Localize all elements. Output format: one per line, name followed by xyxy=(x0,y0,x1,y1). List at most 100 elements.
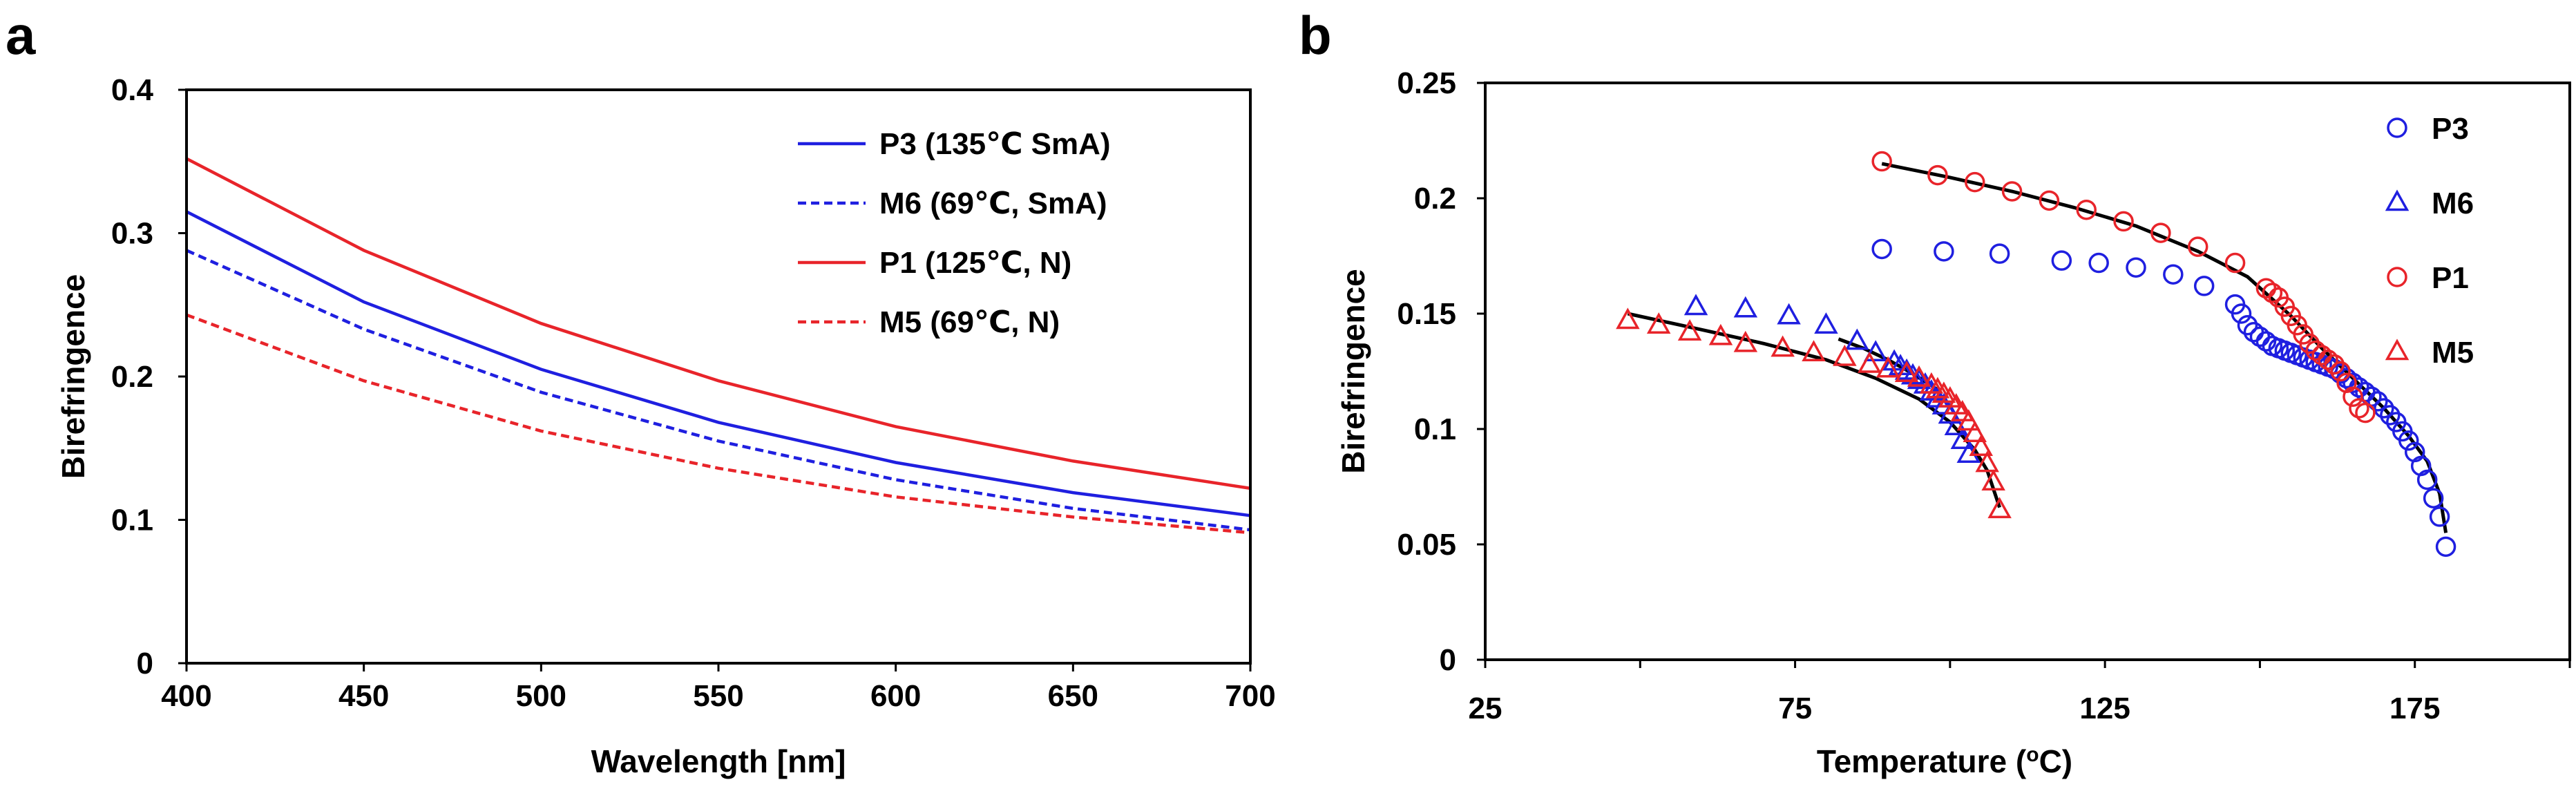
panel-b-chart: 25 75 125 175 0 0.05 0.1 0.15 0.2 0.25 P3 M6 P1 M5 T… xyxy=(1335,66,2571,780)
panel-b-point-p3-33 xyxy=(2380,405,2401,426)
panel-b-point-m6-2 xyxy=(1777,303,1801,325)
panel-b-point-p1-1 xyxy=(1927,164,1948,186)
panel-a-series-line-0 xyxy=(185,210,1251,517)
panel-b-x-tick-label-1: 75 xyxy=(1778,692,1812,725)
panel-b-point-m5-23 xyxy=(1987,497,2012,519)
panel-a-chart: 400 450 500 550 600 650 700 0 0.1 0.2 0.3 0.4 P3 (1… xyxy=(55,73,1276,779)
panel-b-x-tick-label-0: 25 xyxy=(1469,692,1502,725)
panel-b-point-m5-0 xyxy=(1616,307,1640,330)
panel-b-point-m5-1 xyxy=(1646,312,1671,334)
panel-a-x-tick-label-0: 400 xyxy=(161,679,211,713)
panel-a-y-tick-label-1: 0.1 xyxy=(111,504,153,537)
panel-a-series-line-1 xyxy=(186,249,1251,532)
panel-b-point-p1-24 xyxy=(2343,386,2363,407)
panel-b-point-p1-5 xyxy=(2076,199,2097,220)
panel-a-y-tick-label-3: 0.3 xyxy=(111,217,153,251)
panel-b-point-p3-10 xyxy=(2237,314,2258,336)
panel-b-point-p3-42 xyxy=(2435,536,2456,557)
panel-a-legend-label-0: P3 (135℃ SmA) xyxy=(879,127,1111,161)
panel-b-x-axis-title-end: C) xyxy=(2039,743,2073,779)
panel-b-point-p1-17 xyxy=(2299,333,2320,354)
panel-a-y-tick-label-4: 0.4 xyxy=(111,73,154,107)
panel-letter-a: a xyxy=(6,5,36,66)
panel-b-point-m5-5 xyxy=(1771,335,1795,357)
panel-b-x-axis-title: Temperature (oC) xyxy=(1817,743,2072,780)
panel-b-x-tick-label-3: 175 xyxy=(2389,692,2440,725)
panel-b-point-p1-0 xyxy=(1871,151,1892,172)
panel-b-y-tick-label-3: 0.15 xyxy=(1397,297,1456,331)
panel-b-legend-marker-0 xyxy=(2387,117,2407,138)
panel-a-legend-label-2: P1 (125℃, N) xyxy=(879,246,1071,280)
panel-b-point-p3-36 xyxy=(2398,430,2419,451)
panel-a-series-line-2 xyxy=(185,157,1251,490)
panel-a-series-line-3 xyxy=(186,313,1251,535)
panel-b-point-m5-21 xyxy=(1975,450,1999,473)
panel-a-y-axis-title: Birefringence xyxy=(55,274,91,479)
panel-a-ticks: 400 450 500 550 600 650 700 0 0.1 0.2 0.3 0.4 xyxy=(111,73,1276,713)
panel-b-point-p1-25 xyxy=(2349,398,2369,419)
panel-b-ticks: 25 75 125 175 0 0.05 0.1 0.15 0.2 0.25 xyxy=(1397,66,2571,725)
panel-b-point-p1-11 xyxy=(2262,283,2283,303)
panel-a-y-tick-label-2: 0.2 xyxy=(111,360,153,394)
panel-b-point-m5-19 xyxy=(1963,421,1987,442)
panel-b-legend-label-0: P3 xyxy=(2432,112,2469,146)
panel-b-point-p3-0 xyxy=(1871,238,1892,260)
panel-letter-b: b xyxy=(1299,5,1332,66)
panel-b-point-m5-11 xyxy=(1907,365,1931,387)
panel-b-point-p3-4 xyxy=(2088,252,2109,274)
panel-b-y-tick-label-2: 0.1 xyxy=(1414,412,1456,446)
panel-b-point-m5-2 xyxy=(1677,319,1702,341)
panel-b-point-p3-13 xyxy=(2255,331,2277,352)
panel-a-x-tick-label-5: 650 xyxy=(1048,679,1098,713)
panel-b-point-p1-22 xyxy=(2330,361,2351,382)
panel-b-point-p3-2 xyxy=(1989,243,2010,264)
panel-a-y-tick-label-0: 0 xyxy=(137,647,153,680)
panel-b-point-p1-9 xyxy=(2224,252,2246,274)
panel-b-y-tick-label-1: 0.05 xyxy=(1397,528,1456,562)
panel-b-point-m6-0 xyxy=(1683,294,1708,316)
panel-b-legend-label-3: M5 xyxy=(2432,336,2474,370)
panel-a-x-tick-label-6: 700 xyxy=(1225,679,1275,713)
panel-b-y-tick-label-0: 0 xyxy=(1440,643,1456,677)
panel-b-point-m5-8 xyxy=(1858,351,1882,373)
panel-b-point-p3-41 xyxy=(2429,506,2450,527)
panel-a-x-axis-title: Wavelength [nm] xyxy=(591,743,846,779)
panel-b-y-axis-title: Birefringence xyxy=(1335,269,1371,474)
panel-b-point-p3-39 xyxy=(2416,469,2438,490)
panel-b-point-m5-10 xyxy=(1894,361,1919,383)
panel-b-point-m5-22 xyxy=(1981,469,2005,491)
panel-b-point-p1-2 xyxy=(1964,171,1985,193)
panel-a-x-tick-label-3: 550 xyxy=(693,679,743,713)
panel-b-legend-marker-3 xyxy=(2385,339,2410,361)
panel-b-point-p3-7 xyxy=(2193,276,2215,296)
panel-a-legend-label-3: M5 (69℃, N) xyxy=(879,305,1060,339)
panel-b-point-m5-18 xyxy=(1956,409,1981,431)
panel-b-point-m6-3 xyxy=(1814,312,1838,334)
panel-b-point-p1-6 xyxy=(2113,211,2134,232)
panel-b-legend-label-1: M6 xyxy=(2432,187,2474,220)
panel-b-point-p1-26 xyxy=(2355,402,2376,423)
panel-a-legend: P3 (135℃ SmA) M6 (69℃, SmA) P1 (125℃, N) M5… xyxy=(798,127,1111,339)
panel-b-legend-marker-2 xyxy=(2387,267,2407,287)
panel-b-y-tick-label-5: 0.25 xyxy=(1397,66,1456,100)
panel-b-point-m6-5 xyxy=(1863,340,1888,362)
panel-b-point-p3-12 xyxy=(2249,326,2271,347)
panel-b-point-p1-20 xyxy=(2318,350,2338,370)
panel-b-point-p1-4 xyxy=(2039,190,2060,211)
panel-b-x-axis-title-sup: o xyxy=(2026,743,2039,766)
panel-b-point-m5-6 xyxy=(1802,340,1826,362)
panel-b-point-p3-1 xyxy=(1934,241,1954,262)
panel-b-y-tick-label-4: 0.2 xyxy=(1414,182,1456,216)
panel-b-fit-right xyxy=(1881,162,2448,533)
panel-b-point-p3-32 xyxy=(2374,398,2394,419)
panel-b-points xyxy=(1616,151,2456,557)
panel-b-point-m6-1 xyxy=(1733,296,1758,318)
panel-b-legend-label-2: P1 xyxy=(2432,261,2469,295)
panel-b-point-p1-8 xyxy=(2187,236,2208,257)
panel-b-point-p1-21 xyxy=(2324,354,2345,375)
panel-b-point-p3-5 xyxy=(2126,257,2146,278)
panel-b-point-p3-3 xyxy=(2051,250,2072,271)
panel-b-point-p3-31 xyxy=(2367,391,2388,412)
panel-b-fit-left xyxy=(1627,312,2001,508)
